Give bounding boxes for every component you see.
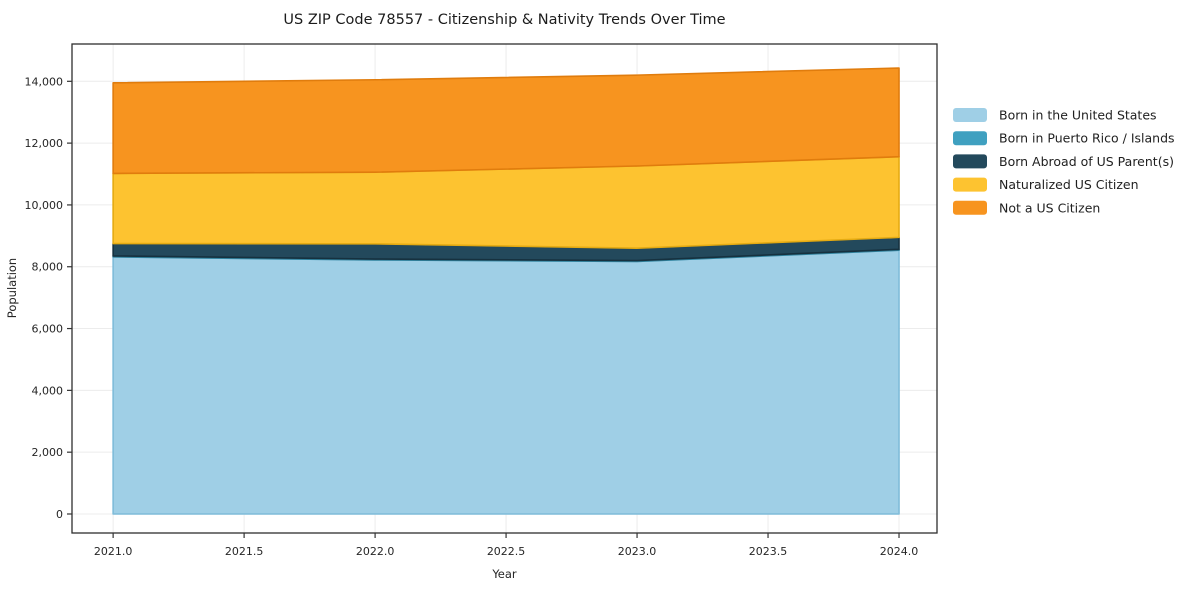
- legend-swatch-not-a-us-citizen: [953, 200, 987, 215]
- legend-label: Born in the United States: [999, 108, 1157, 123]
- x-tick-label: 2023.5: [749, 545, 788, 558]
- legend-swatch-born-in-puerto-rico-islands: [953, 131, 987, 146]
- x-tick-label: 2024.0: [880, 545, 919, 558]
- y-tick-label: 8,000: [32, 261, 64, 274]
- y-axis-label: Population: [5, 258, 19, 318]
- y-tick-label: 2,000: [32, 446, 64, 459]
- x-tick-label: 2022.0: [356, 545, 395, 558]
- legend-item-not-a-us-citizen: Not a US Citizen: [953, 200, 1100, 215]
- legend-item-born-in-puerto-rico-islands: Born in Puerto Rico / Islands: [953, 131, 1175, 146]
- axes-frame: [71, 43, 938, 534]
- area-born-in-the-united-states: [112, 249, 900, 515]
- y-tick-label: 10,000: [25, 199, 64, 212]
- y-tick-label: 4,000: [32, 384, 64, 397]
- y-tick-label: 14,000: [25, 75, 64, 88]
- x-tick-label: 2021.0: [94, 545, 133, 558]
- y-tick-label: 12,000: [25, 137, 64, 150]
- legend-swatch-naturalized-us-citizen: [953, 177, 987, 192]
- legend-label: Born Abroad of US Parent(s): [999, 154, 1174, 169]
- legend-item-naturalized-us-citizen: Naturalized US Citizen: [953, 177, 1139, 192]
- x-tick-label: 2021.5: [225, 545, 264, 558]
- legend-item-born-in-the-united-states: Born in the United States: [953, 108, 1157, 123]
- y-tick-label: 0: [56, 508, 63, 521]
- x-tick-label: 2022.5: [487, 545, 526, 558]
- x-axis-label: Year: [491, 567, 517, 581]
- y-tick-label: 6,000: [32, 323, 64, 336]
- legend-swatch-born-in-the-united-states: [953, 108, 987, 122]
- legend-item-born-abroad-of-us-parent-s: Born Abroad of US Parent(s): [953, 154, 1174, 169]
- x-tick-label: 2023.0: [618, 545, 657, 558]
- legend-swatch-born-abroad-of-us-parent-s: [953, 154, 987, 169]
- area-not-a-us-citizen: [112, 67, 900, 175]
- legend-label: Not a US Citizen: [999, 200, 1100, 215]
- chart-title: US ZIP Code 78557 - Citizenship & Nativi…: [283, 12, 725, 28]
- legend-label: Naturalized US Citizen: [999, 177, 1139, 192]
- legend-label: Born in Puerto Rico / Islands: [999, 131, 1175, 146]
